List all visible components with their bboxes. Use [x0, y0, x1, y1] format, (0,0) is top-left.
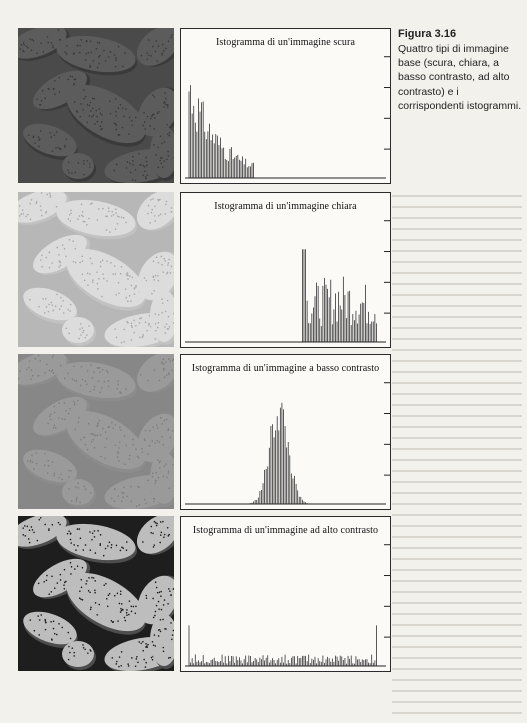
pollen-photo-graphic [18, 354, 174, 509]
low-contrast-image-photo [18, 354, 174, 509]
histogram-title: Istogramma di un'immagine chiara [181, 201, 390, 212]
figure-caption: Figura 3.16 Quattro tipi di immagine bas… [398, 28, 522, 113]
dark-image-photo [18, 28, 174, 183]
high-contrast-image-histogram: Istogramma di un'immagine ad alto contra… [180, 516, 391, 672]
high-contrast-image-photo [18, 516, 174, 671]
pollen-photo-graphic [18, 516, 174, 671]
low-contrast-image-histogram: Istogramma di un'immagine a basso contra… [180, 354, 391, 510]
histogram-title: Istogramma di un'immagine ad alto contra… [181, 525, 390, 536]
histogram-title: Istogramma di un'immagine scura [181, 37, 390, 48]
histogram-title: Istogramma di un'immagine a basso contra… [181, 363, 390, 374]
histogram-plot [181, 29, 390, 183]
histogram-plot [181, 355, 390, 509]
figure-number: Figura 3.16 [398, 28, 522, 40]
light-image-photo [18, 192, 174, 347]
pollen-photo-graphic [18, 28, 174, 183]
light-image-histogram: Istogramma di un'immagine chiara [180, 192, 391, 348]
pollen-photo-graphic [18, 192, 174, 347]
figure-caption-text: Quattro tipi di immagine base (scura, ch… [398, 42, 522, 113]
page-bleed-through [392, 195, 522, 723]
histogram-plot [181, 193, 390, 347]
dark-image-histogram: Istogramma di un'immagine scura [180, 28, 391, 184]
histogram-plot [181, 517, 390, 671]
